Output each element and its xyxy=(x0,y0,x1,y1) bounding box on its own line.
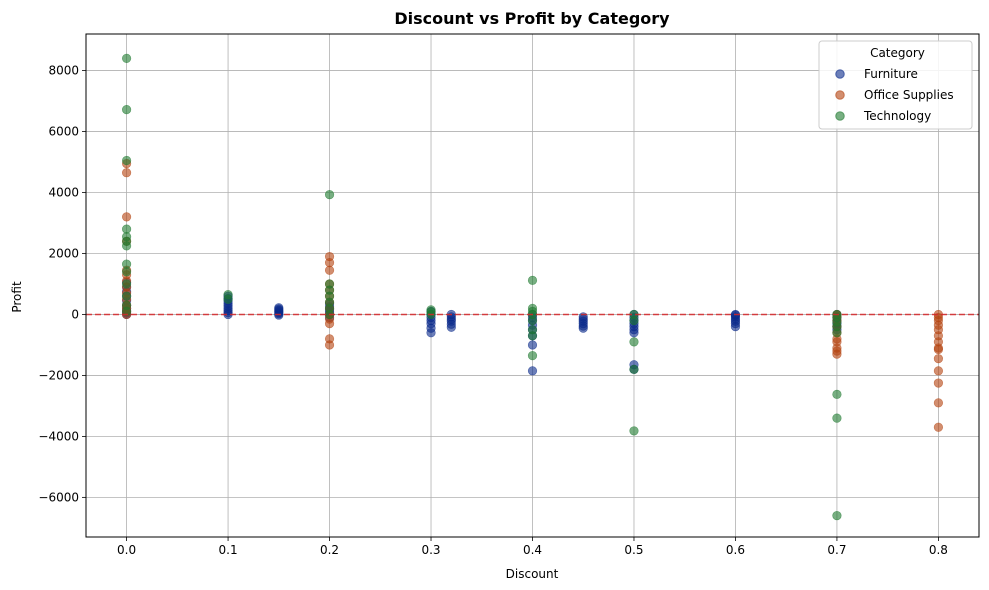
legend-marker xyxy=(835,69,845,79)
data-point xyxy=(933,422,944,432)
data-point xyxy=(527,366,538,376)
data-point xyxy=(324,251,335,262)
data-point xyxy=(629,364,639,374)
x-tick-label: 0.5 xyxy=(624,543,643,557)
legend-label: Technology xyxy=(863,109,931,123)
data-point xyxy=(121,291,132,301)
data-point xyxy=(121,267,132,277)
legend-marker xyxy=(835,111,845,121)
x-tick-label: 0.2 xyxy=(320,543,339,557)
data-point xyxy=(933,378,944,388)
y-axis-label: Profit xyxy=(10,281,24,313)
data-point xyxy=(121,306,132,317)
data-point xyxy=(527,351,538,361)
data-point xyxy=(121,279,132,289)
y-tick-label: 2000 xyxy=(48,246,79,260)
legend-title: Category xyxy=(870,46,925,60)
data-point xyxy=(527,315,538,326)
data-point xyxy=(324,334,335,344)
data-point xyxy=(121,224,132,234)
data-point xyxy=(324,265,335,275)
data-point xyxy=(527,331,538,341)
x-tick-label: 0.4 xyxy=(523,543,542,557)
data-point xyxy=(832,413,842,423)
data-point xyxy=(629,426,639,436)
y-tick-label: −4000 xyxy=(38,429,79,443)
data-point xyxy=(121,155,132,166)
y-tick-label: 6000 xyxy=(48,125,79,139)
x-tick-label: 0.3 xyxy=(421,543,440,557)
x-tick-label: 0.0 xyxy=(117,543,136,557)
x-axis-label: Discount xyxy=(506,567,559,581)
data-point xyxy=(121,212,132,222)
data-point xyxy=(121,168,132,178)
legend-label: Furniture xyxy=(864,67,918,81)
data-point xyxy=(933,366,944,376)
data-point xyxy=(324,190,335,200)
data-point xyxy=(629,337,639,347)
x-tick-label: 0.1 xyxy=(219,543,238,557)
legend: Category Furniture Office Supplies Technolo… xyxy=(818,40,973,130)
data-point xyxy=(274,303,284,313)
y-tick-label: 0 xyxy=(71,307,79,321)
x-tick-label: 0.7 xyxy=(827,543,846,557)
data-point xyxy=(832,511,842,521)
data-point xyxy=(933,398,944,408)
data-point xyxy=(527,340,538,350)
legend-box xyxy=(818,40,973,130)
data-point xyxy=(121,105,132,115)
data-point xyxy=(121,53,132,63)
y-tick-label: 8000 xyxy=(48,64,79,78)
x-tick-label: 0.6 xyxy=(726,543,745,557)
y-tick-label: −6000 xyxy=(38,490,79,504)
legend-marker xyxy=(835,90,845,100)
y-tick-label: 4000 xyxy=(48,186,79,200)
data-point xyxy=(223,294,233,304)
chart-title: Discount vs Profit by Category xyxy=(394,9,670,28)
data-point xyxy=(933,354,944,364)
x-tick-label: 0.8 xyxy=(929,543,948,557)
data-point xyxy=(832,389,842,399)
legend-label: Office Supplies xyxy=(864,88,954,102)
data-point xyxy=(527,275,538,285)
data-point xyxy=(121,259,132,269)
data-point xyxy=(121,241,132,251)
y-tick-label: −2000 xyxy=(38,368,79,382)
